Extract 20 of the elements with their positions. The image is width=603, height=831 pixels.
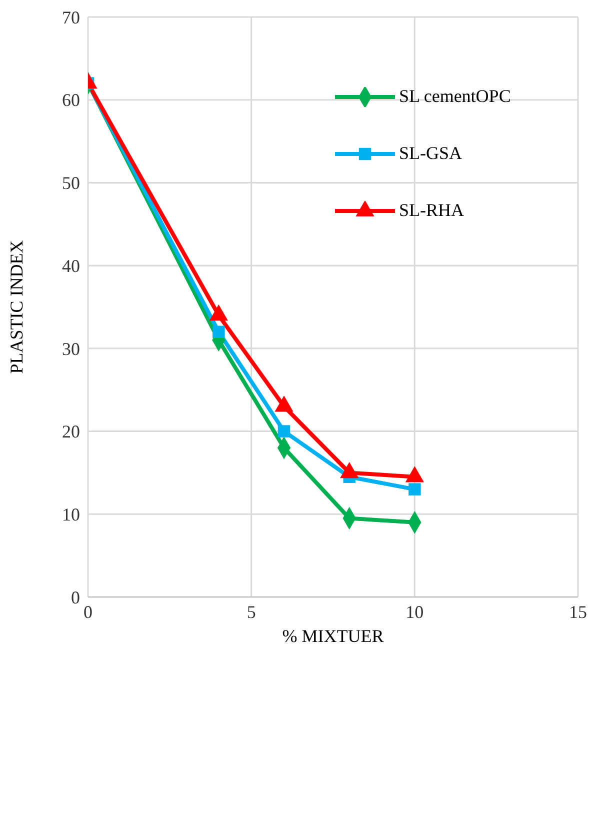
x-tick-label: 5 bbox=[246, 602, 256, 622]
y-tick-label: 10 bbox=[62, 504, 80, 525]
y-tick-label: 70 bbox=[62, 7, 80, 28]
point bbox=[408, 483, 421, 496]
legend-label: SL-RHA bbox=[399, 200, 464, 221]
x-tick-label: 10 bbox=[406, 602, 424, 622]
y-tick-label: 50 bbox=[62, 173, 80, 194]
x-axis-title: % MIXTUER bbox=[282, 626, 384, 646]
x-tick-label: 15 bbox=[569, 602, 587, 622]
y-tick-label: 60 bbox=[62, 90, 80, 110]
y-tick-label: 20 bbox=[62, 422, 80, 442]
legend-label: SL-GSA bbox=[399, 143, 462, 164]
y-tick-label: 30 bbox=[62, 338, 80, 359]
point bbox=[278, 425, 290, 438]
y-tick-label: 40 bbox=[62, 256, 80, 276]
y-tick-label: 0 bbox=[71, 587, 80, 608]
x-tick-label: 0 bbox=[84, 602, 92, 622]
y-axis-title: PLASTIC INDEX bbox=[6, 240, 26, 374]
legend-label: SL cementOPC bbox=[399, 86, 511, 107]
point bbox=[212, 326, 225, 338]
